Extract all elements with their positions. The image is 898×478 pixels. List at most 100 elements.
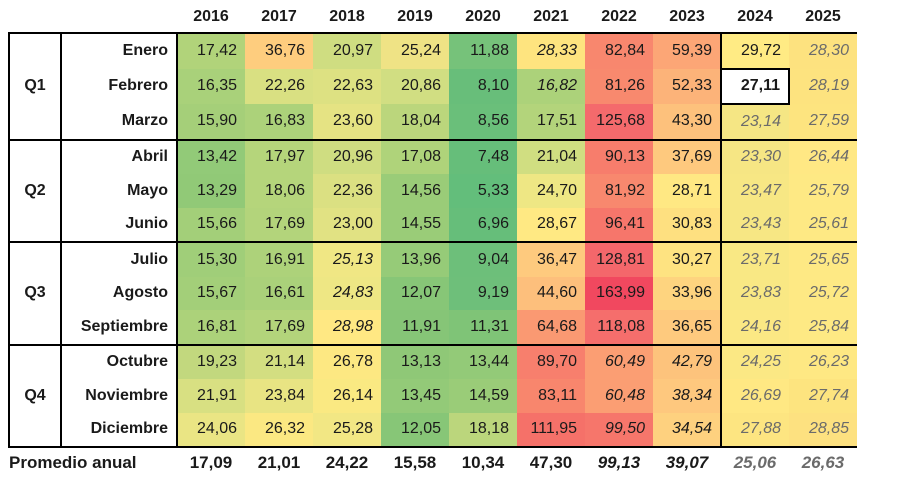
value-cell: 163,99 bbox=[585, 276, 653, 310]
header-spacer bbox=[61, 2, 177, 33]
value-cell: 90,13 bbox=[585, 138, 653, 174]
month-label: Abril bbox=[61, 138, 178, 174]
value-cell: 29,72 bbox=[721, 32, 789, 69]
year-header: 2016 bbox=[193, 8, 229, 25]
value-cell: 20,96 bbox=[313, 138, 381, 174]
value-cell: 30,83 bbox=[653, 207, 722, 242]
year-header: 2021 bbox=[533, 8, 569, 25]
table-row: Diciembre 24,06 26,32 25,28 12,05 18,18 111,95… bbox=[9, 412, 857, 448]
value-cell: 34,54 bbox=[653, 412, 722, 448]
value-cell: 13,13 bbox=[381, 343, 449, 379]
value-cell: 16,81 bbox=[177, 310, 245, 345]
value-cell: 23,00 bbox=[313, 207, 381, 242]
average-value: 25,06 bbox=[733, 453, 777, 472]
value-cell: 24,16 bbox=[721, 310, 789, 345]
average-value: 17,09 bbox=[189, 453, 233, 472]
value-cell: 23,84 bbox=[245, 379, 313, 413]
table-row: Febrero 16,35 22,26 22,63 20,86 8,10 16,82 81,2… bbox=[9, 67, 857, 105]
value-cell: 17,69 bbox=[245, 207, 313, 242]
value-cell: 26,23 bbox=[789, 343, 857, 379]
value-cell: 12,07 bbox=[381, 276, 449, 310]
value-cell: 17,97 bbox=[245, 138, 313, 174]
value-cell: 22,36 bbox=[313, 174, 381, 208]
table-row: Q4 Octubre 19,23 21,14 26,78 13,13 13,44 89,70 6… bbox=[8, 343, 857, 448]
value-cell: 18,04 bbox=[381, 104, 449, 140]
value-cell: 23,43 bbox=[721, 207, 789, 242]
quarter-label: Q4 bbox=[8, 343, 62, 448]
value-cell: 42,79 bbox=[653, 343, 722, 379]
value-cell: 7,48 bbox=[449, 138, 517, 174]
value-cell: 27,88 bbox=[721, 412, 789, 448]
value-cell: 18,06 bbox=[245, 174, 313, 208]
average-label: Promedio anual bbox=[9, 453, 137, 472]
table-row: Mayo 13,29 18,06 22,36 14,56 5,33 24,70 81,92 28… bbox=[9, 174, 857, 208]
month-label: Enero bbox=[61, 32, 178, 69]
month-label: Agosto bbox=[61, 276, 178, 310]
value-cell: 25,72 bbox=[789, 276, 857, 310]
value-cell: 60,49 bbox=[585, 343, 653, 379]
value-cell: 128,81 bbox=[585, 241, 653, 277]
year-header: 2019 bbox=[397, 8, 433, 25]
value-cell: 111,95 bbox=[517, 412, 585, 448]
header-spacer bbox=[9, 2, 61, 33]
value-cell: 26,14 bbox=[313, 379, 381, 413]
month-label: Diciembre bbox=[61, 412, 178, 448]
value-cell: 25,65 bbox=[789, 241, 857, 277]
value-cell: 13,44 bbox=[449, 343, 517, 379]
value-cell: 16,82 bbox=[517, 68, 585, 104]
value-cell: 81,92 bbox=[585, 174, 653, 208]
value-cell: 64,68 bbox=[517, 310, 585, 345]
value-cell: 15,90 bbox=[177, 104, 245, 140]
year-header: 2024 bbox=[737, 8, 773, 25]
value-cell: 24,25 bbox=[721, 343, 789, 379]
month-label: Octubre bbox=[61, 343, 178, 379]
value-cell: 23,14 bbox=[721, 104, 789, 140]
year-header: 2022 bbox=[601, 8, 637, 25]
month-label: Mayo bbox=[61, 174, 178, 208]
average-value: 99,13 bbox=[597, 453, 641, 472]
value-cell: 17,42 bbox=[177, 32, 245, 69]
value-cell: 60,48 bbox=[585, 379, 653, 413]
month-label: Noviembre bbox=[61, 379, 178, 413]
value-cell: 25,24 bbox=[381, 32, 449, 69]
value-cell: 22,63 bbox=[313, 68, 381, 104]
average-row: Promedio anual 17,09 21,01 24,22 15,58 10,34 4… bbox=[9, 447, 857, 478]
value-cell: 99,50 bbox=[585, 412, 653, 448]
value-cell: 17,08 bbox=[381, 138, 449, 174]
quarter-label: Q1 bbox=[8, 32, 62, 140]
average-value: 10,34 bbox=[461, 453, 505, 472]
value-cell: 5,33 bbox=[449, 174, 517, 208]
value-cell: 28,67 bbox=[517, 207, 585, 242]
value-cell: 13,42 bbox=[177, 138, 245, 174]
value-cell: 9,04 bbox=[449, 241, 517, 277]
value-cell: 13,29 bbox=[177, 174, 245, 208]
value-cell: 20,97 bbox=[313, 32, 381, 69]
value-cell: 36,65 bbox=[653, 310, 722, 345]
value-cell: 19,23 bbox=[177, 343, 245, 379]
year-header-row: 2016 2017 2018 2019 2020 2021 2022 2023 2024 2025 bbox=[9, 2, 857, 33]
value-cell: 11,91 bbox=[381, 310, 449, 345]
year-header: 2023 bbox=[669, 8, 705, 25]
value-cell: 21,14 bbox=[245, 343, 313, 379]
table-row: Agosto 15,67 16,61 24,83 12,07 9,19 44,60 163,9… bbox=[9, 276, 857, 310]
value-cell: 26,69 bbox=[721, 379, 789, 413]
value-cell: 22,26 bbox=[245, 68, 313, 104]
table-row: Marzo 15,90 16,83 23,60 18,04 8,56 17,51 125,68… bbox=[9, 104, 857, 140]
value-cell: 44,60 bbox=[517, 276, 585, 310]
value-cell: 96,41 bbox=[585, 207, 653, 242]
quarter-label: Q3 bbox=[8, 241, 62, 345]
value-cell: 25,84 bbox=[789, 310, 857, 345]
value-cell: 16,91 bbox=[245, 241, 313, 277]
value-cell: 23,30 bbox=[721, 138, 789, 174]
monthly-values-table: 2016 2017 2018 2019 2020 2021 2022 2023 2024 2025… bbox=[8, 2, 857, 478]
value-cell: 27,74 bbox=[789, 379, 857, 413]
value-cell: 24,83 bbox=[313, 276, 381, 310]
average-value: 39,07 bbox=[665, 453, 709, 472]
value-cell: 24,70 bbox=[517, 174, 585, 208]
value-cell: 14,56 bbox=[381, 174, 449, 208]
value-cell: 23,47 bbox=[721, 174, 789, 208]
month-label: Julio bbox=[61, 241, 178, 277]
value-cell: 52,33 bbox=[653, 68, 722, 104]
value-cell: 18,18 bbox=[449, 412, 517, 448]
value-cell: 89,70 bbox=[517, 343, 585, 379]
